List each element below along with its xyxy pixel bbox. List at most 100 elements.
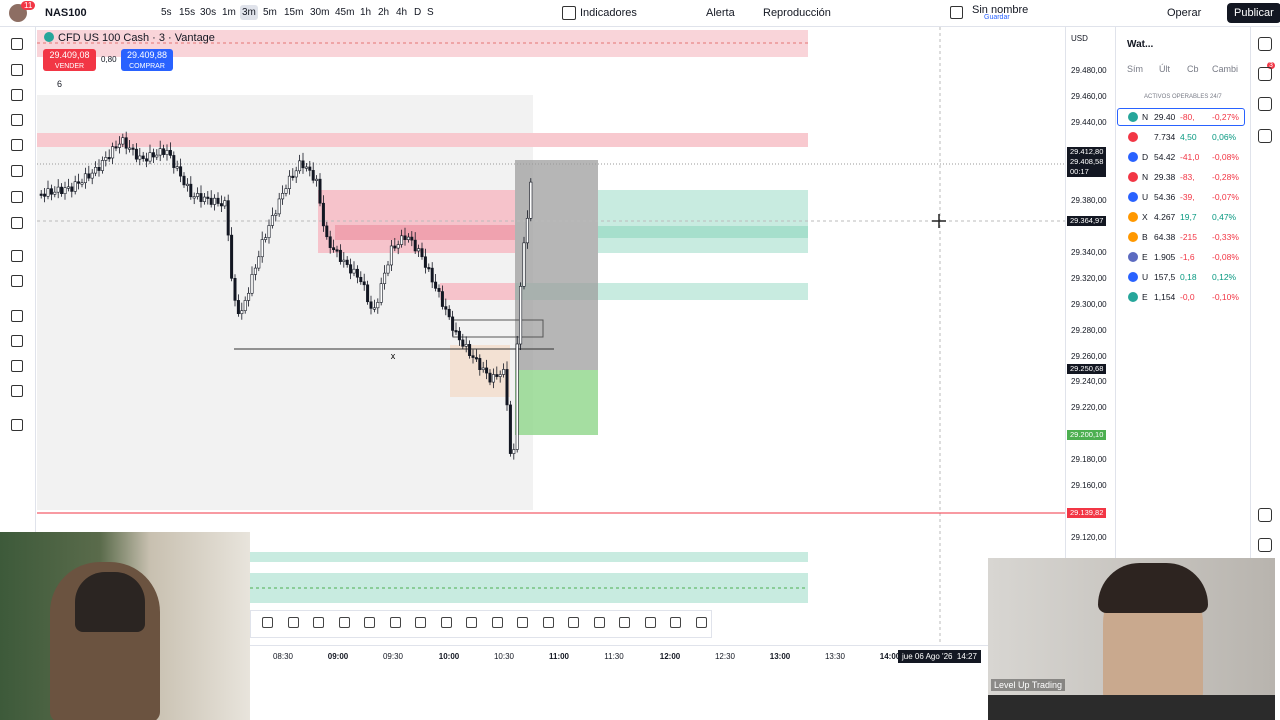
- tool-icon[interactable]: [11, 275, 23, 287]
- candle-body: [369, 301, 373, 309]
- supply-zone: [37, 133, 808, 147]
- tool-icon[interactable]: [11, 250, 23, 262]
- interval[interactable]: 45m: [335, 7, 355, 18]
- drawing-tool[interactable]: [313, 617, 324, 628]
- tool-icon[interactable]: [11, 165, 23, 177]
- price-tag: 29.412,80 29.408,58 00:17: [1067, 147, 1107, 177]
- legend-title: CFD US 100 Cash · 3 · Vantage: [58, 32, 215, 44]
- row-cell[interactable]: N: [1142, 112, 1149, 122]
- candle-body: [406, 236, 410, 240]
- symbol[interactable]: NAS100: [45, 7, 87, 19]
- candle-body: [379, 283, 383, 303]
- drawing-tool[interactable]: [568, 617, 579, 628]
- trade[interactable]: Operar: [1167, 7, 1202, 19]
- tool-icon[interactable]: [11, 64, 23, 76]
- sidebar-icon[interactable]: [1258, 129, 1272, 143]
- column-header[interactable]: Cambi: [1212, 64, 1239, 74]
- drawing-tool[interactable]: [364, 617, 375, 628]
- column-header[interactable]: Cb: [1187, 64, 1199, 74]
- tool-icon[interactable]: [11, 38, 23, 50]
- interval[interactable]: 1h: [360, 7, 372, 18]
- indicator-count[interactable]: 6: [57, 79, 63, 89]
- drawing-tool[interactable]: [415, 617, 426, 628]
- column-header[interactable]: Últ: [1159, 64, 1170, 74]
- tool-icon[interactable]: [11, 89, 23, 101]
- buy-button[interactable]: 29.409,88 COMPRAR: [121, 49, 173, 71]
- row-cell[interactable]: U: [1142, 192, 1149, 202]
- interval[interactable]: 4h: [396, 7, 408, 18]
- candle-body: [117, 143, 121, 148]
- interval[interactable]: 15s: [179, 7, 196, 18]
- candle-body: [77, 181, 81, 184]
- drawing-tool[interactable]: [262, 617, 273, 628]
- tool-icon[interactable]: [11, 139, 23, 151]
- candle-body: [162, 148, 166, 155]
- tool-icon[interactable]: [11, 419, 23, 431]
- drawing-tool[interactable]: [542, 617, 554, 628]
- interval[interactable]: 5s: [161, 7, 172, 18]
- candle-body: [352, 268, 356, 274]
- badge: 11: [21, 1, 36, 10]
- row-cell[interactable]: U: [1142, 272, 1149, 282]
- interval[interactable]: D: [414, 7, 422, 18]
- interval[interactable]: 2h: [378, 7, 390, 18]
- row-cell[interactable]: E: [1142, 292, 1148, 302]
- interval[interactable]: 3m: [240, 5, 258, 20]
- candle-body: [325, 225, 329, 238]
- sidebar-icon[interactable]: [1258, 97, 1272, 111]
- tool-icon[interactable]: [11, 114, 23, 126]
- tool-icon[interactable]: [11, 360, 23, 372]
- publish[interactable]: Publicar: [1227, 3, 1280, 23]
- replay[interactable]: Reproducción: [763, 7, 831, 19]
- currency[interactable]: USD: [1071, 34, 1088, 43]
- row-cell[interactable]: B: [1142, 232, 1148, 242]
- interval[interactable]: 1m: [222, 7, 236, 18]
- candle-body: [131, 147, 135, 150]
- drawing-tool[interactable]: [670, 617, 681, 628]
- interval[interactable]: 5m: [263, 7, 277, 18]
- sidebar-icon[interactable]: [1258, 508, 1272, 522]
- drawing-tool[interactable]: [491, 617, 503, 628]
- candle-body: [124, 137, 128, 149]
- drawing-tool[interactable]: [517, 617, 528, 628]
- candle-body: [451, 316, 455, 331]
- sidebar-icon[interactable]: [1258, 67, 1272, 81]
- indicators[interactable]: Indicadores: [580, 7, 637, 19]
- row-cell[interactable]: E: [1142, 252, 1148, 262]
- drawing-tool[interactable]: [619, 617, 630, 628]
- candle-body: [287, 175, 291, 189]
- watchlist-title[interactable]: Wat...: [1127, 39, 1154, 50]
- drawing-tool[interactable]: [695, 617, 707, 628]
- drawing-tool[interactable]: [593, 617, 605, 628]
- drawing-tool[interactable]: [466, 617, 477, 628]
- drawing-tool[interactable]: [644, 617, 656, 628]
- tool-icon[interactable]: [11, 191, 23, 203]
- drawing-tool[interactable]: [389, 617, 401, 628]
- tool-icon[interactable]: [11, 217, 23, 229]
- sidebar-icon[interactable]: [1258, 538, 1272, 552]
- alert[interactable]: Alerta: [706, 7, 735, 19]
- interval[interactable]: 15m: [284, 7, 304, 18]
- candle-body: [185, 183, 189, 186]
- drawing-tool[interactable]: [440, 617, 452, 628]
- interval[interactable]: S: [427, 7, 434, 18]
- drawing-tool[interactable]: [287, 617, 299, 628]
- layout-name[interactable]: Sin nombre: [972, 4, 1029, 16]
- price-tag: 29.200,10: [1067, 430, 1107, 440]
- candle-body: [128, 147, 132, 150]
- candle-body: [189, 183, 193, 198]
- row-cell[interactable]: N: [1142, 172, 1149, 182]
- row-cell: -80,: [1180, 112, 1195, 122]
- tool-icon[interactable]: [11, 385, 23, 397]
- row-cell[interactable]: X: [1142, 212, 1148, 222]
- sell-button[interactable]: 29.409,08 VENDER: [43, 49, 96, 71]
- column-header[interactable]: Sím: [1127, 64, 1144, 74]
- sidebar-icon[interactable]: [1258, 37, 1272, 51]
- interval[interactable]: 30s: [200, 7, 217, 18]
- interval[interactable]: 30m: [310, 7, 330, 18]
- drawing-tool[interactable]: [338, 617, 350, 628]
- row-cell[interactable]: D: [1142, 152, 1149, 162]
- selected-row[interactable]: [1117, 108, 1245, 126]
- tool-icon[interactable]: [11, 335, 23, 347]
- tool-icon[interactable]: [11, 310, 23, 322]
